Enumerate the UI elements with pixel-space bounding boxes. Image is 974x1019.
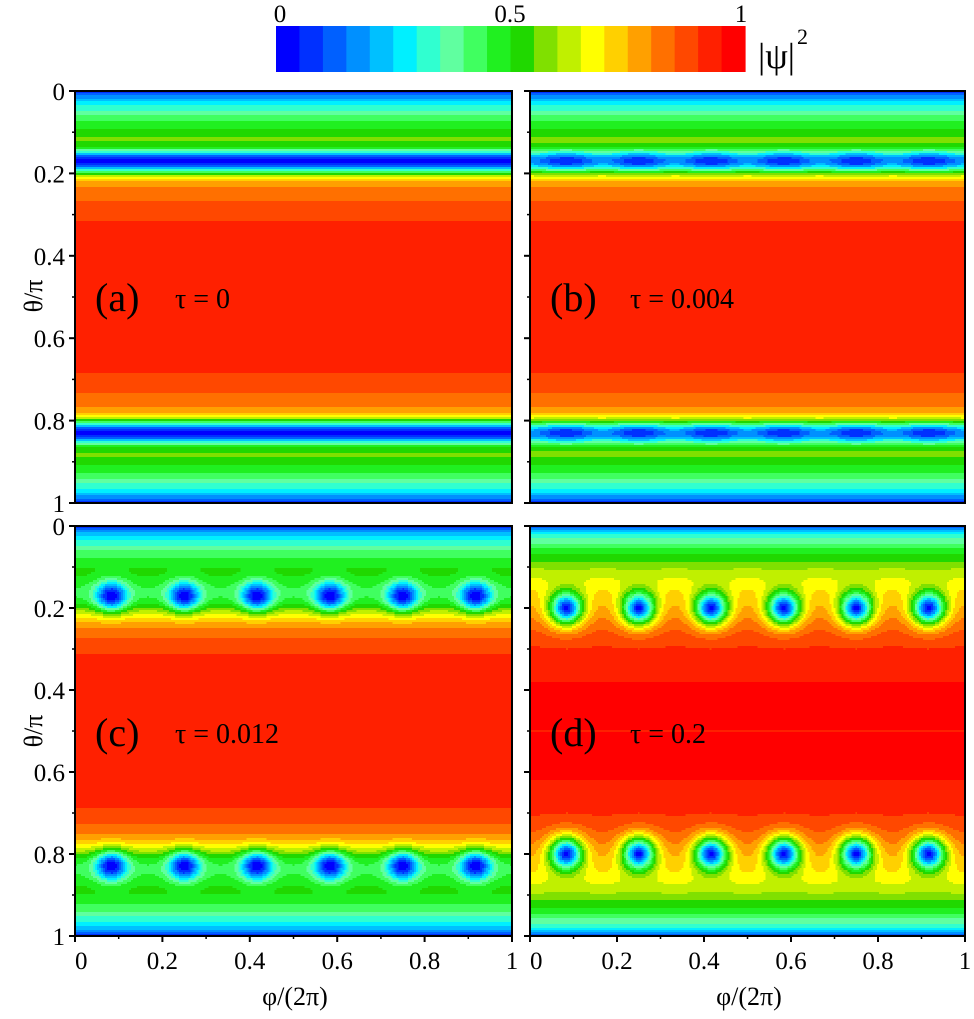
- colorbar-swatch: [674, 26, 699, 72]
- colorbar-swatch: [276, 26, 301, 72]
- panel-b: (b) τ = 0.004: [524, 90, 966, 504]
- x-tick-label: 0.4: [688, 948, 720, 975]
- colorbar-swatch: [698, 26, 723, 72]
- colorbar-swatch: [510, 26, 535, 72]
- colorbar-swatch: [369, 26, 394, 72]
- y-tick-label: 0.4: [34, 678, 66, 705]
- colorbar-swatch: [627, 26, 652, 72]
- colorbar-tick-label-0-5: 0.5: [494, 1, 525, 28]
- x-tick-label: 0.6: [775, 948, 806, 975]
- y-tick-label: 1: [53, 924, 66, 951]
- x-tick-label: 0.6: [322, 948, 353, 975]
- x-tick-label: 1: [506, 948, 519, 975]
- colorbar-swatch: [463, 26, 488, 72]
- colorbar-swatch: [322, 26, 347, 72]
- y-tick-label: 0.2: [34, 596, 65, 623]
- colorbar-tick-label-1: 1: [735, 1, 748, 28]
- tau-label-b: τ = 0.004: [630, 284, 734, 315]
- tau-label-d: τ = 0.2: [630, 719, 706, 750]
- tau-label-a: τ = 0: [175, 284, 230, 315]
- colorbar-swatch: [299, 26, 324, 72]
- tau-label-c: τ = 0.012: [175, 719, 279, 750]
- colorbar-swatch: [440, 26, 465, 72]
- y-axis-title-bottom: θ/π: [19, 715, 48, 748]
- x-tick-label: 0: [75, 948, 88, 975]
- y-tick-label: 0: [53, 514, 66, 541]
- panel-a: 0 0.2 0.4 0.6 0.8 1 (a) τ = 0: [34, 79, 513, 518]
- colorbar-swatch: [604, 26, 629, 72]
- colorbar-swatch: [487, 26, 512, 72]
- panel-label-c: (c): [95, 710, 139, 755]
- panel-d: 0 0.2 0.4 0.6 0.8 1 (d) τ = 0.2: [524, 525, 972, 975]
- colorbar-swatch: [533, 26, 558, 72]
- colorbar-swatch: [393, 26, 418, 72]
- x-tick-label: 1: [959, 948, 972, 975]
- x-tick-label: 0.4: [234, 948, 266, 975]
- x-tick-label: 0.8: [409, 948, 440, 975]
- colorbar-swatch: [346, 26, 371, 72]
- x-axis-title-left: φ/(2π): [262, 982, 328, 1011]
- y-tick-label: 0.6: [34, 326, 65, 353]
- panels: 0 0.2 0.4 0.6 0.8 1 (a) τ = 0 (b) τ = 0.004 0 0.2 0.…: [34, 79, 972, 975]
- y-tick-label: 0.8: [34, 409, 65, 436]
- y-tick-label: 0.2: [34, 161, 65, 188]
- colorbar-swatch: [580, 26, 605, 72]
- x-tick-label: 0: [530, 948, 543, 975]
- y-tick-label: 0.8: [34, 842, 65, 869]
- heatmap-c: [75, 526, 512, 936]
- heatmap-b: [530, 91, 965, 503]
- panel-label-d: (d): [550, 710, 597, 755]
- x-tick-label: 0.2: [147, 948, 178, 975]
- heatmap-a: [75, 91, 512, 503]
- colorbar-title: |ψ|2: [758, 24, 808, 76]
- panel-label-b: (b): [550, 275, 597, 320]
- colorbar-title-superscript: 2: [797, 24, 808, 49]
- y-tick-label: 1: [53, 491, 66, 518]
- colorbar-swatch: [557, 26, 582, 72]
- y-tick-label: 0: [53, 79, 66, 106]
- panel-label-a: (a): [95, 275, 139, 320]
- colorbar-tick-label-0: 0: [274, 1, 287, 28]
- x-axis-title-right: φ/(2π): [716, 982, 782, 1011]
- colorbar-swatch: [721, 26, 746, 72]
- heatmap-d: [530, 526, 965, 936]
- colorbar-swatch: [416, 26, 441, 72]
- y-axis-title-top: θ/π: [19, 280, 48, 313]
- colorbar-swatch: [651, 26, 676, 72]
- y-tick-label: 0.6: [34, 760, 65, 787]
- x-tick-label: 0.8: [862, 948, 893, 975]
- x-tick-label: 0.2: [601, 948, 632, 975]
- colorbar: [276, 26, 746, 72]
- panel-c: 00.20.40.60.810 0.2 0.4 0.6 0.8 1(c) τ = 0.012: [34, 514, 519, 975]
- y-tick-label: 0.4: [34, 244, 66, 271]
